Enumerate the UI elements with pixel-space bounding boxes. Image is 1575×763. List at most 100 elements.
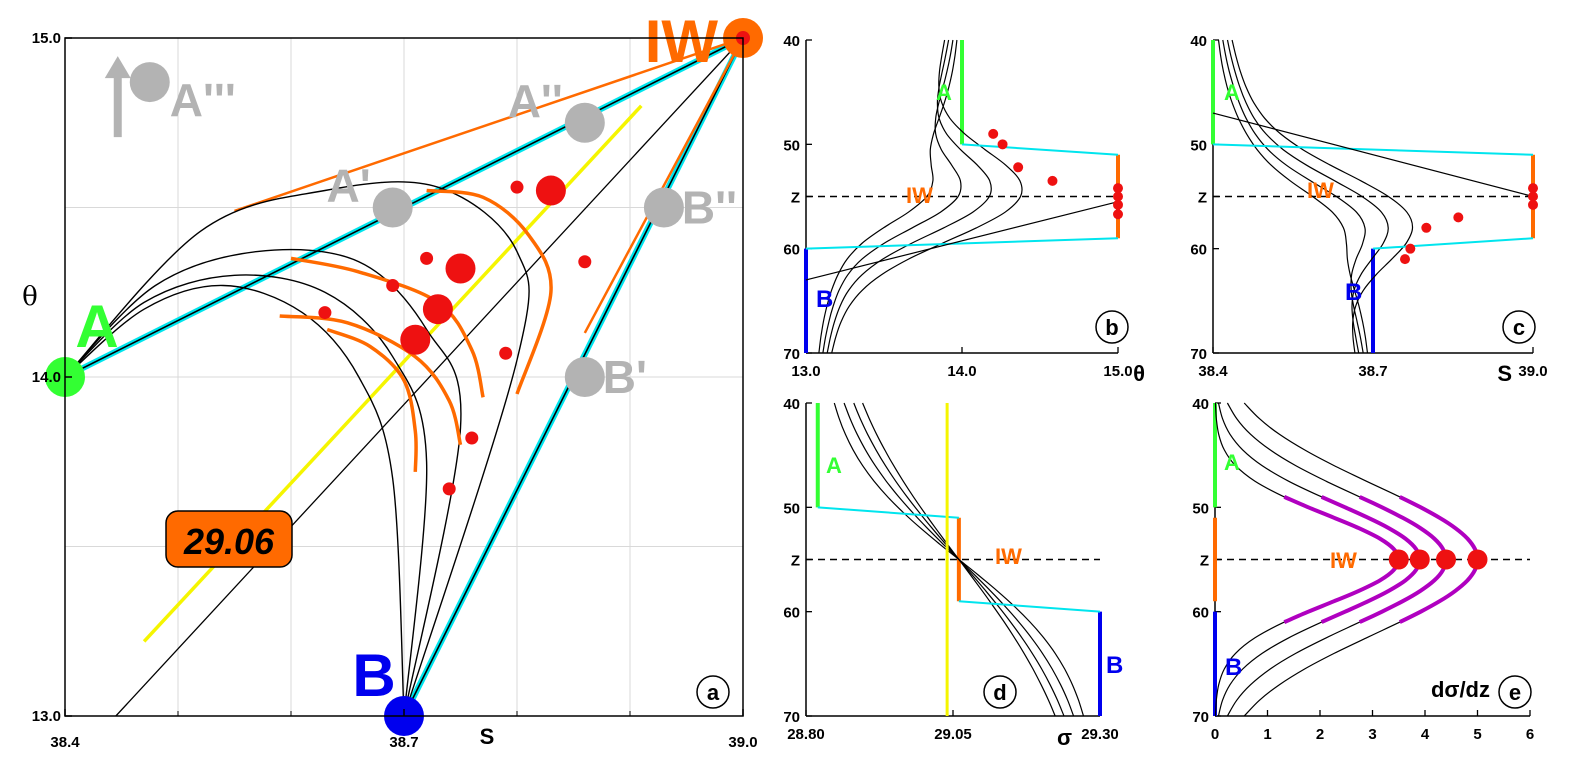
- profile-max-point: [1400, 254, 1410, 265]
- profile-link-line: [1212, 112, 1534, 198]
- profile-max-point: [1113, 183, 1123, 194]
- panel-e-gradient-profile: 40 50 Z 60 700 1 2 3 4 5 6 A B IW dσ/dz e: [1192, 396, 1534, 743]
- profile-y-tick-label: 60: [1190, 242, 1207, 259]
- profile-y-tick-label: 60: [783, 242, 800, 259]
- ghost-point: [564, 357, 605, 397]
- max-gradient-arc: [426, 188, 553, 395]
- gradient-max-point: [1467, 549, 1488, 570]
- y-tick-label: 14.0: [32, 369, 61, 386]
- profile-max-point: [1453, 212, 1464, 223]
- ghost-arrow-head: [104, 56, 131, 79]
- density-label: 29.06: [183, 521, 275, 562]
- profile-max-point: [1113, 209, 1123, 220]
- ghost-point: [129, 62, 170, 103]
- panel-a-xlabel: S: [480, 724, 495, 749]
- profile-max-point: [988, 128, 999, 139]
- gradient-max-point: [1436, 549, 1456, 570]
- profile-x-tick-label: 38.7: [1358, 363, 1387, 380]
- label-water-a: A: [1224, 450, 1240, 475]
- profile-x-tick-label: 3: [1368, 726, 1376, 743]
- profile-y-tick-label: Z: [1200, 553, 1209, 570]
- profile-x-tick-label: 6: [1526, 726, 1534, 743]
- label-water-iw: IW: [906, 183, 933, 208]
- panel-a-letter: a: [707, 680, 720, 705]
- profile-y-tick-label: 50: [783, 500, 800, 517]
- profile-curve: [862, 402, 1056, 717]
- ghost-point-label: B': [603, 351, 647, 403]
- panel-letter: d: [993, 680, 1006, 705]
- profile-max-point: [1405, 243, 1416, 254]
- y-tick-label: 15.0: [32, 30, 61, 47]
- profile-x-tick-label: 0: [1211, 726, 1219, 743]
- label-water-b: B: [1225, 654, 1242, 681]
- water-mass-label-b: B: [352, 642, 395, 709]
- profile-x-tick-label: 13.0: [791, 363, 820, 380]
- panel-letter: c: [1513, 315, 1525, 340]
- profile-curve: [818, 39, 958, 354]
- label-water-a: A: [936, 80, 952, 105]
- profile-x-tick-label: 29.30: [1081, 726, 1119, 743]
- ghost-point: [564, 102, 605, 143]
- profile-max-point: [1047, 175, 1058, 186]
- profile-xlabel: S: [1497, 361, 1512, 386]
- max-point-large: [400, 324, 431, 355]
- mixing-curve: [64, 248, 462, 717]
- profile-y-tick-label: 40: [1190, 33, 1207, 50]
- profile-curve: [822, 39, 962, 354]
- ghost-point-label: B'': [682, 182, 737, 234]
- panel-a-letter-circle: [696, 675, 730, 709]
- max-gradient-arc: [326, 327, 418, 472]
- profile-curve: [826, 39, 992, 354]
- label-water-iw: IW: [1330, 548, 1357, 573]
- profile-y-tick-label: 70: [1190, 346, 1207, 363]
- max-point-small: [510, 180, 524, 194]
- profile-max-point: [1528, 199, 1538, 210]
- max-point-small: [465, 431, 479, 445]
- profile-y-tick-label: 50: [783, 137, 800, 154]
- profile-curve: [1231, 39, 1414, 354]
- panel-letter-circle: [1502, 310, 1536, 344]
- label-water-iw: IW: [1307, 178, 1334, 203]
- profile-link-line: [958, 600, 1101, 613]
- max-point-small: [578, 255, 592, 269]
- profile-y-tick-label: 40: [1192, 396, 1209, 413]
- sigma-contour-line: [115, 37, 744, 717]
- ghost-point: [372, 187, 413, 228]
- label-water-b: B: [816, 286, 833, 313]
- profile-x-tick-label: 29.05: [934, 726, 972, 743]
- profile-y-tick-label: 50: [1190, 137, 1207, 154]
- profile-link-line: [805, 237, 1119, 250]
- water-mass-label-a: A: [75, 293, 118, 360]
- panel-letter: b: [1105, 315, 1118, 340]
- profile-link-line: [1372, 237, 1534, 250]
- max-point-small: [499, 346, 513, 360]
- profile-curve: [1222, 39, 1366, 354]
- profile-y-tick-label: Z: [791, 190, 800, 207]
- ghost-point-label: A': [327, 160, 371, 212]
- max-point-large: [535, 175, 566, 206]
- gradient-max-point: [1409, 549, 1430, 570]
- profile-y-tick-label: 40: [783, 396, 800, 413]
- profile-y-tick-label: 70: [783, 709, 800, 726]
- profile-max-point: [1113, 191, 1123, 202]
- panel-a-ylabel: θ: [22, 282, 38, 312]
- profile-x-tick-label: 38.4: [1198, 363, 1228, 380]
- panel-letter-circle: [1498, 675, 1532, 709]
- profile-x-tick-label: 1: [1263, 726, 1271, 743]
- profile-x-tick-label: 14.0: [947, 363, 976, 380]
- profile-max-point: [1528, 191, 1538, 202]
- max-point-large: [445, 253, 476, 284]
- mixing-curve: [64, 284, 405, 717]
- profile-xlabel: θ: [1133, 361, 1145, 386]
- x-tick-label: 39.0: [728, 734, 757, 751]
- profile-curve: [1226, 39, 1389, 354]
- profile-link-line: [1212, 143, 1534, 156]
- max-gradient-arc: [279, 314, 463, 446]
- ghost-point-label: A'': [508, 75, 563, 127]
- profile-y-tick-label: 70: [783, 346, 800, 363]
- profile-max-point: [997, 139, 1008, 150]
- panel-letter-circle: [1095, 310, 1129, 344]
- profile-max-point: [1113, 199, 1123, 210]
